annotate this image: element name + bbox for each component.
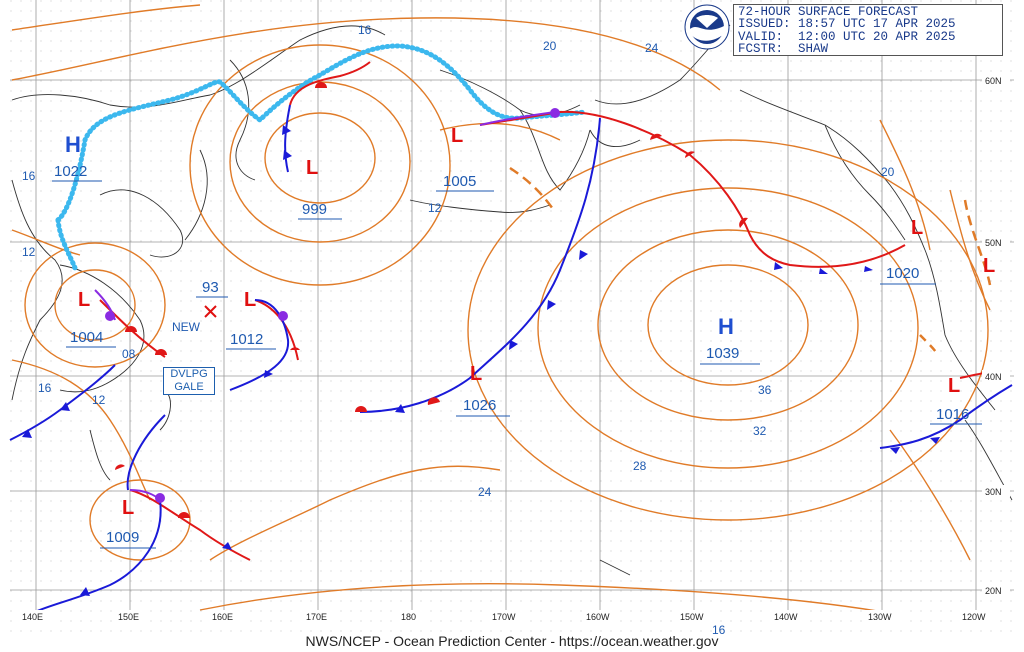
isobar-label: 20 (881, 165, 895, 179)
low-center-pressure: 1020 (886, 265, 919, 282)
isobar-label: 24 (478, 485, 492, 499)
low-center-pressure: 1009 (106, 529, 139, 546)
low-center-letter: L (122, 497, 134, 519)
isobar-label: 16 (712, 623, 726, 637)
map-background (10, 0, 1014, 632)
footer-credit: NWS/NCEP - Ocean Prediction Center - htt… (305, 633, 719, 649)
lat-label-60n: 60N (985, 76, 1002, 86)
forecast-info-box: 72-HOUR SURFACE FORECAST ISSUED: 18:57 UT… (733, 4, 1003, 56)
low-center-letter: L (306, 157, 318, 179)
low-center-pressure: 1016 (936, 406, 969, 423)
lat-label-40n: 40N (985, 372, 1002, 382)
isobar-label: 20 (543, 39, 557, 53)
low-center-pressure: 999 (302, 201, 327, 218)
high-center-pressure: 1022 (54, 163, 87, 180)
issued-line: ISSUED: 18:57 UTC 17 APR 2025 (738, 17, 956, 32)
low-center-letter-edge: L (983, 255, 995, 277)
noaa-logo-icon (684, 4, 730, 50)
ice-edge (55, 43, 588, 271)
isobar-label: 28 (633, 459, 647, 473)
lon-label-140w: 140W (774, 612, 798, 622)
gale-line-2: GALE (174, 381, 204, 393)
low-pressure-centers: L 999 L 1005 L 1004 L 1012 L 1026 L 1009… (66, 125, 995, 549)
lon-label-120w: 120W (962, 612, 986, 622)
high-center-letter: H (65, 132, 81, 157)
lat-label-50n: 50N (985, 238, 1002, 248)
lon-label-150w: 150W (680, 612, 704, 622)
isobar-label: 32 (753, 424, 767, 438)
isobar-label: 16 (38, 381, 52, 395)
low-center-letter: L (911, 217, 923, 239)
lon-label-160e: 160E (212, 612, 233, 622)
low-center-pressure: 1004 (70, 329, 103, 346)
isobar-label: 12 (22, 245, 36, 259)
low-center-pressure: 1005 (443, 173, 476, 190)
lon-label-140e: 140E (22, 612, 43, 622)
low-center-letter: L (244, 289, 256, 311)
low-center-pressure: 1026 (463, 397, 496, 414)
lat-label-20n: 20N (985, 586, 1002, 596)
lon-label-170w: 170W (492, 612, 516, 622)
longitude-labels: 140E 150E 160E 170E 180 170W 160W 150W 1… (16, 610, 996, 622)
isobars (11, 4, 991, 616)
developing-gale-box: DVLPG GALE (163, 367, 215, 395)
forecaster-line: FCSTR: SHAW (738, 42, 829, 57)
front-symbols (22, 82, 940, 596)
isobar-label: 08 (122, 347, 136, 361)
isobar-label: 24 (645, 41, 659, 55)
forecast-title: 72-HOUR SURFACE FORECAST (738, 5, 919, 19)
low-center-pressure: 1012 (230, 331, 263, 348)
new-label: NEW (172, 320, 201, 334)
lon-label-130w: 130W (868, 612, 892, 622)
isobar-label: 12 (428, 201, 442, 215)
high-center-pressure: 1039 (706, 345, 739, 362)
high-pressure-centers: H 1022 H 1039 (52, 132, 760, 365)
low-center-letter: L (451, 125, 463, 147)
low-center-letter: L (470, 363, 482, 385)
valid-line: VALID: 12:00 UTC 20 APR 2025 (738, 29, 956, 44)
lon-label-160w: 160W (586, 612, 610, 622)
isobar-label: 16 (358, 23, 372, 37)
high-center-letter: H (718, 314, 734, 339)
gale-line-1: DVLPG (170, 368, 208, 380)
isobar-labels: 16 20 24 12 16 12 08 16 12 36 32 28 24 2… (22, 23, 895, 637)
isobar-label: 16 (22, 169, 36, 183)
low-center-letter: L (78, 289, 90, 311)
lon-label-180: 180 (401, 612, 416, 622)
isobar-label: 12 (92, 393, 106, 407)
low-center-letter: L (948, 375, 960, 397)
lon-label-170e: 170E (306, 612, 327, 622)
storm-number: 93 (202, 279, 219, 296)
isobar-label: 36 (758, 383, 772, 397)
lat-label-30n: 30N (985, 487, 1002, 497)
lon-label-150e: 150E (118, 612, 139, 622)
tropical-storm-marker: 93 NEW (172, 279, 228, 334)
latitude-labels: 60N 50N 40N 30N 20N (982, 74, 1010, 596)
